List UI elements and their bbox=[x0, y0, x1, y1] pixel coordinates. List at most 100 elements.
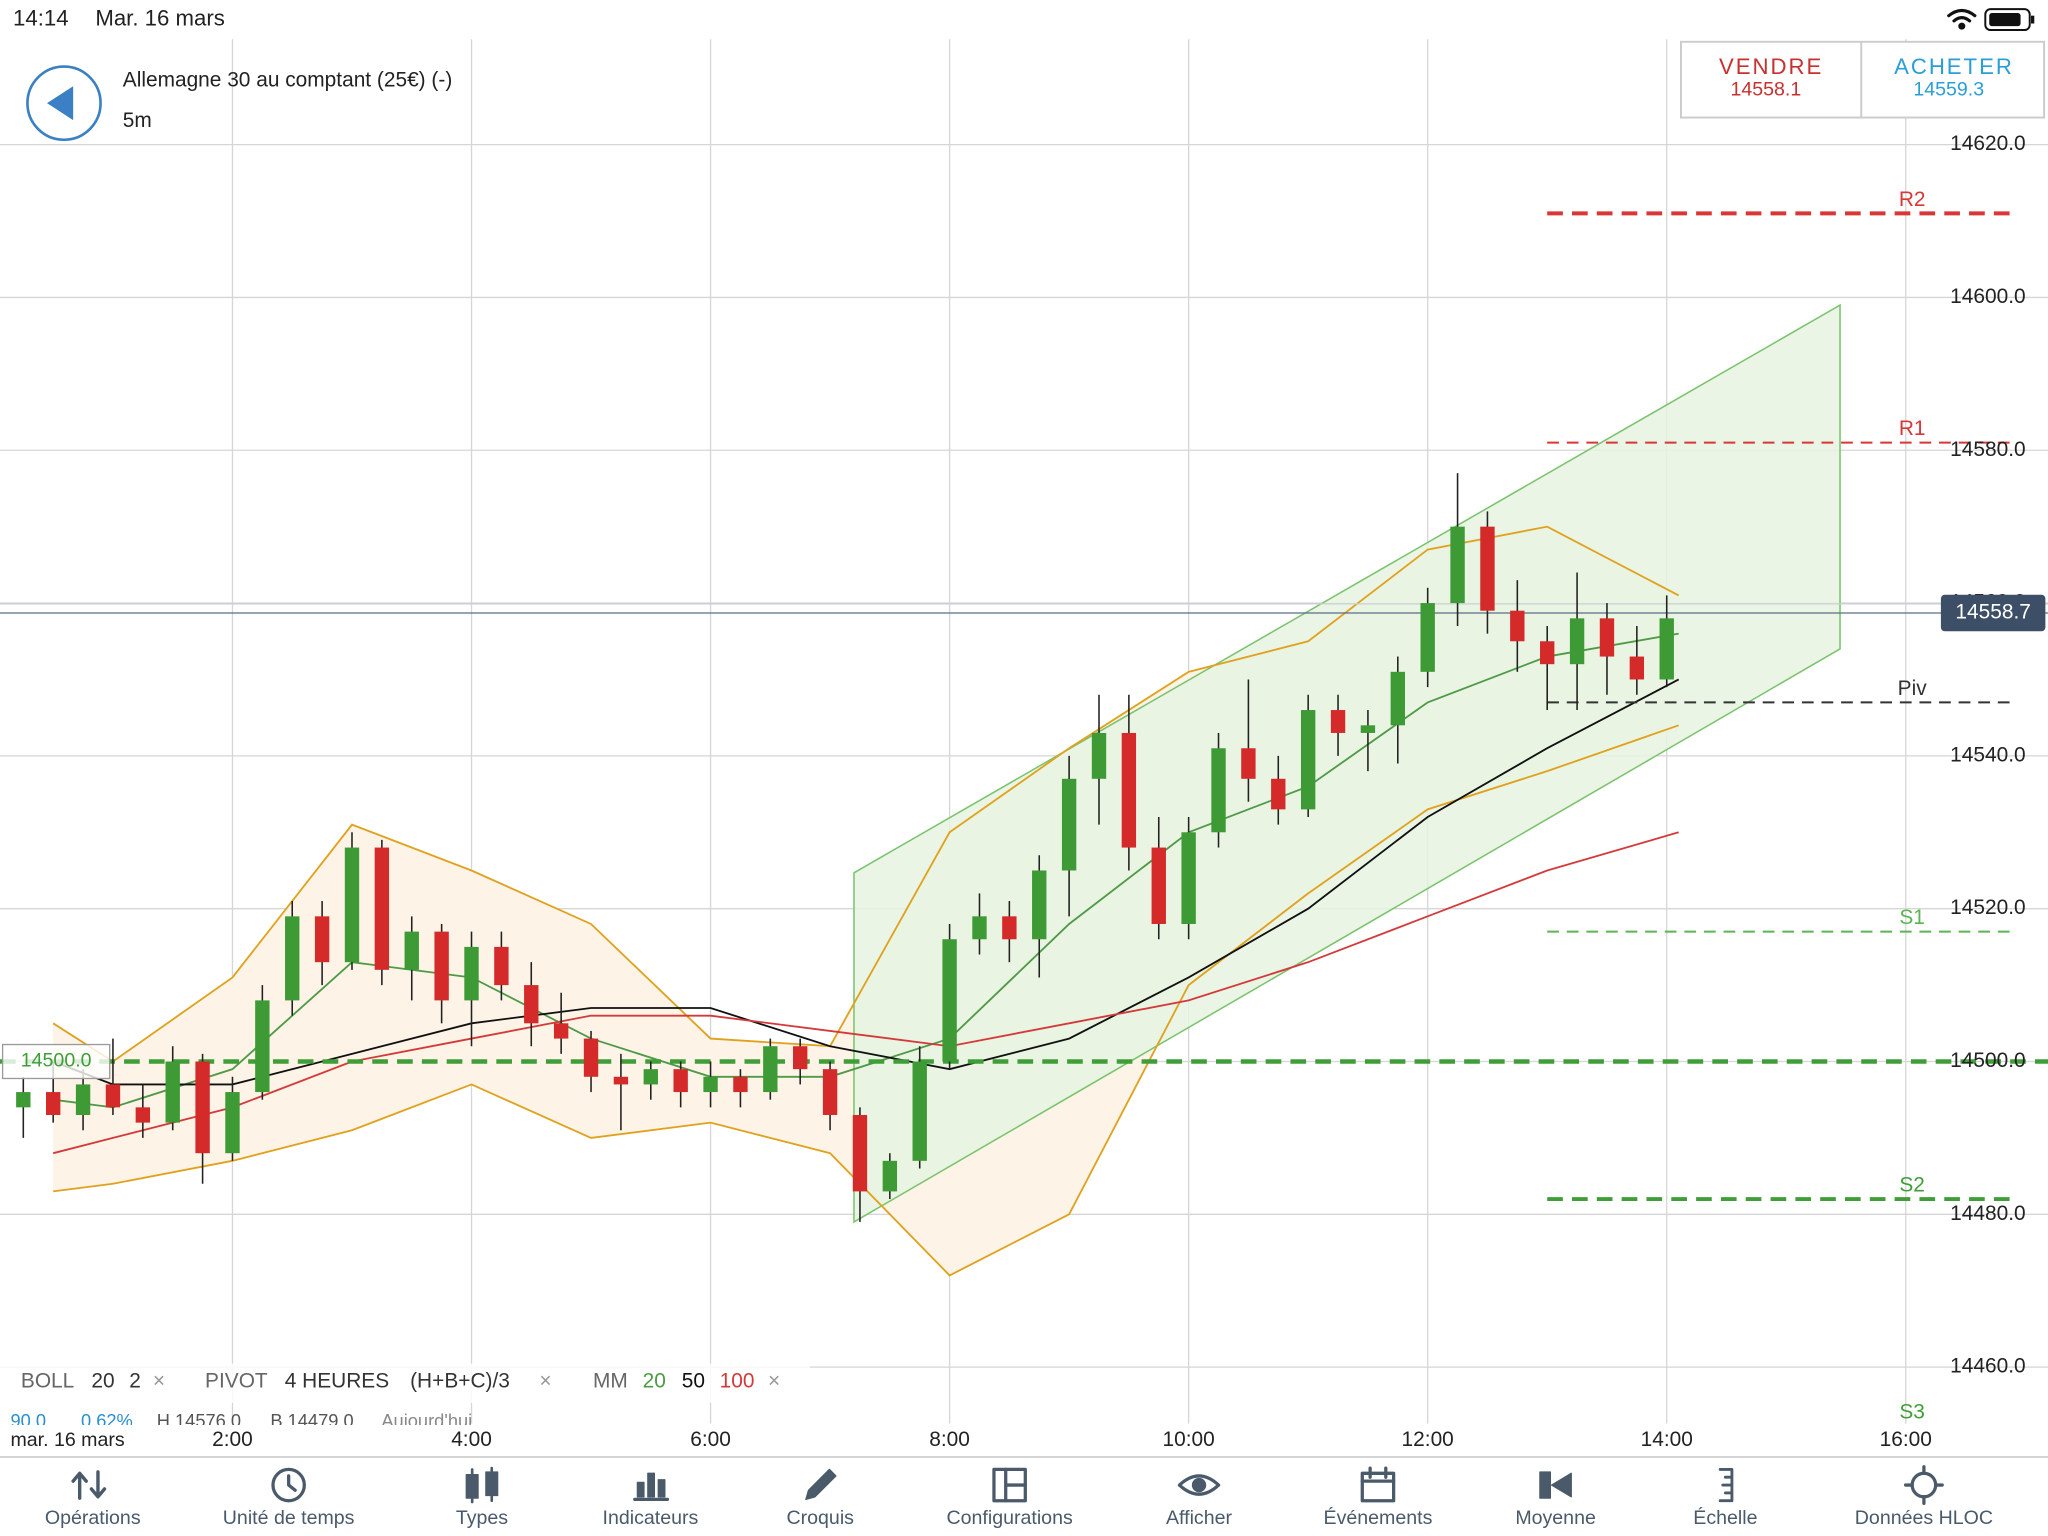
candle-body bbox=[1181, 832, 1196, 924]
candle-body bbox=[1211, 748, 1226, 833]
bollinger-lower bbox=[53, 724, 1679, 1277]
legend-text[interactable]: × bbox=[153, 1369, 165, 1392]
current-price-label: 14558.7 bbox=[1955, 601, 2030, 624]
toolbar-icon bbox=[992, 1467, 1027, 1503]
candle-body bbox=[1330, 710, 1346, 733]
candle-body bbox=[852, 1114, 868, 1192]
candle-body bbox=[1121, 732, 1137, 848]
candle-body bbox=[225, 1092, 240, 1154]
candle-body bbox=[524, 985, 539, 1024]
icon-part bbox=[657, 1479, 666, 1498]
candle-body bbox=[1032, 870, 1047, 940]
toolbar-icon bbox=[465, 1466, 499, 1504]
legend-background bbox=[0, 1363, 810, 1403]
toolbar-icon bbox=[271, 1467, 306, 1503]
x-tick-label: 8:00 bbox=[929, 1428, 970, 1451]
x-tick-label: 10:00 bbox=[1163, 1428, 1215, 1451]
pivot-label: S3 bbox=[1899, 1401, 1925, 1424]
candle-body bbox=[374, 847, 390, 970]
y-tick-label: 14460.0 bbox=[1950, 1355, 2025, 1378]
toolbar-item[interactable]: Croquis bbox=[787, 1468, 855, 1529]
candle-body bbox=[1540, 641, 1555, 665]
x-tick-label: 16:00 bbox=[1880, 1428, 1932, 1451]
toolbar-item[interactable]: Indicateurs bbox=[603, 1472, 699, 1529]
date-label-box bbox=[5, 1426, 147, 1456]
stat-text: H 14576.0 bbox=[157, 1410, 241, 1431]
y-tick-label: 14520.0 bbox=[1950, 896, 2025, 919]
candle-body bbox=[46, 1092, 61, 1115]
battery-icon bbox=[1984, 8, 2035, 32]
buy-button[interactable]: ACHETER 14559.3 bbox=[1894, 54, 2014, 101]
legend-text: BOLL bbox=[21, 1369, 74, 1392]
stat-text: B 14479.0 bbox=[270, 1410, 353, 1431]
y-tick-label: 14620.0 bbox=[1950, 132, 2025, 155]
toolbar-label: Données HLOC bbox=[1855, 1507, 1993, 1529]
toolbar-item[interactable]: Moyenne bbox=[1515, 1471, 1596, 1529]
candle-body bbox=[1061, 778, 1077, 871]
pivot-label: S1 bbox=[1899, 906, 1925, 929]
legend-text: 2 bbox=[129, 1369, 141, 1392]
y-tick-label: 14540.0 bbox=[1950, 743, 2025, 766]
candle-body bbox=[16, 1092, 31, 1108]
instrument-name: Allemagne 30 au comptant (25€) (-) bbox=[123, 68, 453, 91]
legend-text: PIVOT bbox=[205, 1369, 268, 1392]
legend-text[interactable]: × bbox=[768, 1369, 780, 1392]
toolbar-item[interactable]: Afficher bbox=[1166, 1474, 1233, 1529]
legend-text: 100 bbox=[720, 1369, 755, 1392]
candle-body bbox=[255, 1000, 270, 1093]
stat-text: Aujourd'hui bbox=[381, 1410, 472, 1431]
icon-part bbox=[287, 1474, 297, 1492]
legend-text: 20 bbox=[643, 1369, 666, 1392]
candle-body bbox=[105, 1084, 121, 1108]
candle-body bbox=[942, 939, 957, 1062]
trend-channel bbox=[853, 303, 1841, 1224]
moving-average bbox=[52, 831, 1679, 1155]
toolbar-item[interactable]: Unité de temps bbox=[223, 1467, 355, 1529]
candle-body bbox=[75, 1084, 91, 1115]
candle-body bbox=[1360, 725, 1376, 733]
candle-body bbox=[1420, 603, 1435, 672]
toolbar-item[interactable]: Événements bbox=[1324, 1466, 1433, 1529]
sell-button[interactable]: VENDRE 14558.1 bbox=[1719, 54, 1823, 101]
icon-part bbox=[1360, 1466, 1396, 1483]
candle-body bbox=[972, 916, 987, 940]
candle-body bbox=[285, 916, 300, 1001]
pivot-label: R1 bbox=[1899, 417, 1926, 440]
candle-body bbox=[165, 1061, 180, 1123]
candle-body bbox=[553, 1023, 569, 1039]
candle-body bbox=[135, 1107, 151, 1123]
back-button[interactable] bbox=[26, 65, 102, 142]
candle-body bbox=[1599, 618, 1615, 657]
toolbar-icon bbox=[1718, 1467, 1734, 1503]
candle-body bbox=[1510, 610, 1525, 642]
toolbar-label: Opérations bbox=[45, 1507, 141, 1529]
icon-part bbox=[271, 1467, 306, 1503]
toolbar-item[interactable]: Configurations bbox=[947, 1467, 1073, 1529]
candle-body bbox=[1450, 526, 1465, 604]
legend-text: 20 bbox=[91, 1369, 114, 1392]
candle-body bbox=[703, 1076, 718, 1093]
candle-body bbox=[613, 1076, 629, 1085]
legend-text: 4 HEURES bbox=[285, 1369, 389, 1392]
toolbar-item[interactable]: Opérations bbox=[45, 1470, 141, 1529]
y-tick-label: 14480.0 bbox=[1950, 1202, 2025, 1225]
moving-average bbox=[52, 678, 1680, 1086]
candle-body bbox=[195, 1061, 210, 1154]
legend-text[interactable]: × bbox=[539, 1369, 551, 1392]
candle-body bbox=[464, 946, 479, 1001]
toolbar-icon bbox=[71, 1470, 107, 1500]
toolbar-item[interactable]: Types bbox=[456, 1466, 508, 1529]
candle-body bbox=[494, 946, 509, 986]
candle-body bbox=[763, 1046, 778, 1093]
toolbar-item[interactable]: Données HLOC bbox=[1855, 1465, 1993, 1529]
x-axis-band bbox=[0, 1424, 2048, 1457]
level-tag bbox=[1, 1043, 111, 1080]
toolbar-icon bbox=[805, 1468, 837, 1501]
toolbar-icon bbox=[1177, 1474, 1221, 1496]
candle-body bbox=[1300, 710, 1316, 810]
legend-text: MM bbox=[593, 1369, 628, 1392]
toolbar-item[interactable]: Échelle bbox=[1693, 1467, 1758, 1529]
date-label: mar. 16 mars bbox=[10, 1429, 124, 1451]
y-tick-label: 14600.0 bbox=[1950, 285, 2025, 308]
icon-part bbox=[805, 1468, 837, 1501]
